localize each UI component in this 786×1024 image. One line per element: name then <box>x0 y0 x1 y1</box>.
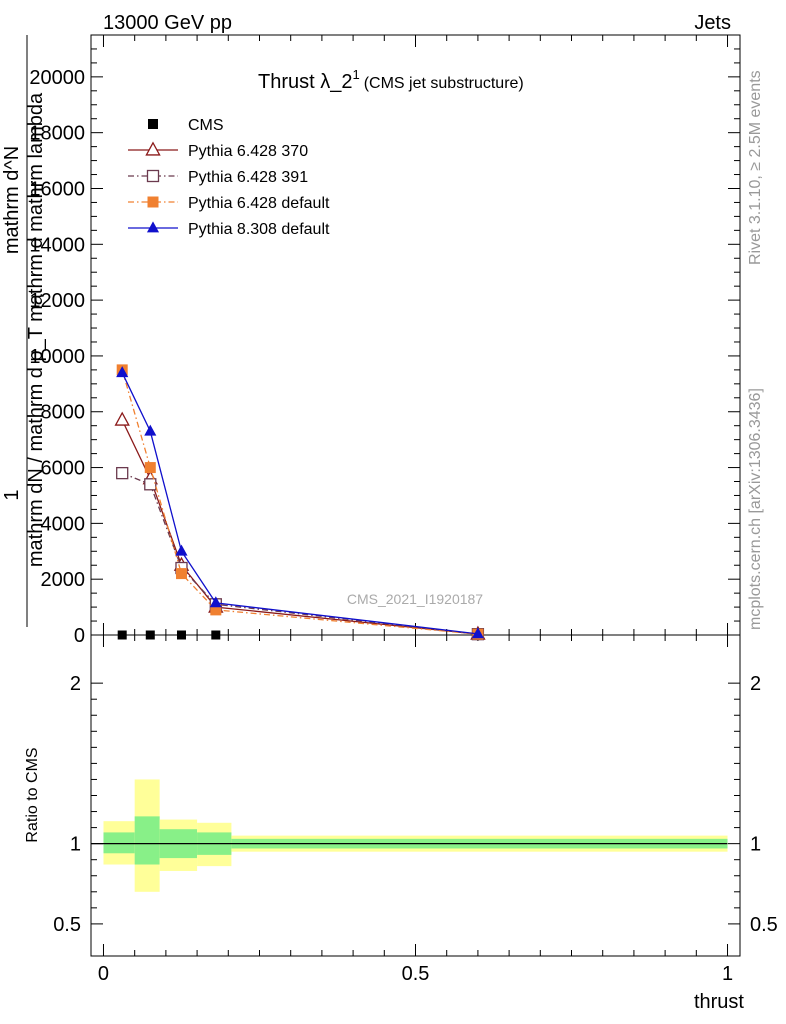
legend-label-1: Pythia 6.428 370 <box>188 143 308 160</box>
xtick-label: 0 <box>98 963 109 985</box>
ratio-plot-frame <box>90 634 741 957</box>
header-left: 13000 GeV pp <box>103 12 232 34</box>
data-point-2-0 <box>116 466 129 480</box>
data-point-4-2 <box>175 544 188 556</box>
mcplots-label: mcplots.cern.ch [arXiv:1306.3436] <box>747 388 764 630</box>
data-point-4-3 <box>209 596 222 608</box>
ratio-ytick-label: 2 <box>70 673 81 695</box>
ratio-ytick-label-right: 0.5 <box>750 914 778 936</box>
ylabel-top: 1 <box>1 489 23 500</box>
header-right: Jets <box>694 12 731 34</box>
ratio-ytick-label-right: 1 <box>750 834 761 856</box>
main-ytick-label: 8000 <box>41 402 86 424</box>
data-point-3-3 <box>210 604 222 616</box>
legend-label-0: CMS <box>188 117 224 134</box>
data-point-0-0 <box>117 630 127 640</box>
analysis-watermark: CMS_2021_I1920187 <box>347 591 483 607</box>
xtick-label: 1 <box>722 963 733 985</box>
legend-marker-1 <box>145 141 161 156</box>
main-ytick-label: 6000 <box>41 458 86 480</box>
main-ytick-label: 20000 <box>29 67 85 89</box>
ratio-band-green-1 <box>134 816 160 865</box>
legend-marker-2 <box>146 169 160 183</box>
data-point-3-2 <box>175 568 187 580</box>
ratio-ytick-label: 1 <box>70 834 81 856</box>
data-point-0-2 <box>176 630 186 640</box>
legend-marker-3 <box>147 196 159 208</box>
main-axis-ticks: 0 2000 4000 6000 8000 10000 12000 14000 16000 180… <box>29 35 740 647</box>
legend-label-2: Pythia 6.428 391 <box>188 169 308 186</box>
main-ytick-label: 16000 <box>29 178 85 200</box>
ylabel-frac-den: mathrm dN / mathrm d p_T mathrm d mathrm… <box>25 92 47 567</box>
ylabel-frac-num: mathrm d^N <box>1 146 23 254</box>
legend-label-4: Pythia 8.308 default <box>188 221 330 238</box>
chart-title: Thrust λ_21(CMS jet substructure) <box>258 67 524 93</box>
legend-marker-4 <box>146 221 160 233</box>
data-point-3-1 <box>144 462 156 474</box>
main-ytick-label: 0 <box>74 625 85 647</box>
xtick-label: 0.5 <box>402 963 430 985</box>
data-point-2-1 <box>144 478 157 491</box>
legend: CMS Pythia 6.428 370 Pythia 6.428 391 Pythi… <box>128 117 330 238</box>
main-ytick-label: 4000 <box>41 513 86 535</box>
x-axis-label: thrust <box>694 991 744 1013</box>
data-point-4-4 <box>471 627 484 639</box>
main-ytick-label: 10000 <box>29 346 85 368</box>
rivet-label: Rivet 3.1.10, ≥ 2.5M events <box>747 70 764 265</box>
y-axis-label-main: 1 mathrm d^N mathrm dN / mathrm d p_T ma… <box>1 35 47 627</box>
series-layer <box>114 364 486 641</box>
ratio-axis-ticks: 0.5 0.5 1 1 2 2 0 0.5 1 <box>53 635 778 985</box>
data-point-4-0 <box>116 366 129 378</box>
main-ytick-label: 14000 <box>29 234 85 256</box>
ratio-bands <box>91 779 728 892</box>
legend-label-3: Pythia 6.428 default <box>188 195 330 212</box>
ratio-band-green-0 <box>103 832 135 854</box>
data-point-0-1 <box>145 630 155 640</box>
data-point-1-0 <box>114 411 130 426</box>
main-ytick-label: 2000 <box>41 569 86 591</box>
data-point-0-3 <box>211 630 221 640</box>
series-line-2 <box>121 472 478 635</box>
main-ytick-label: 12000 <box>29 290 85 312</box>
data-point-4-1 <box>144 424 157 436</box>
ratio-axis-label: Ratio to CMS <box>24 747 41 842</box>
ratio-ytick-label: 0.5 <box>53 914 81 936</box>
legend-marker-0 <box>148 119 158 129</box>
ratio-ytick-label-right: 2 <box>750 673 761 695</box>
main-ytick-label: 18000 <box>29 123 85 145</box>
